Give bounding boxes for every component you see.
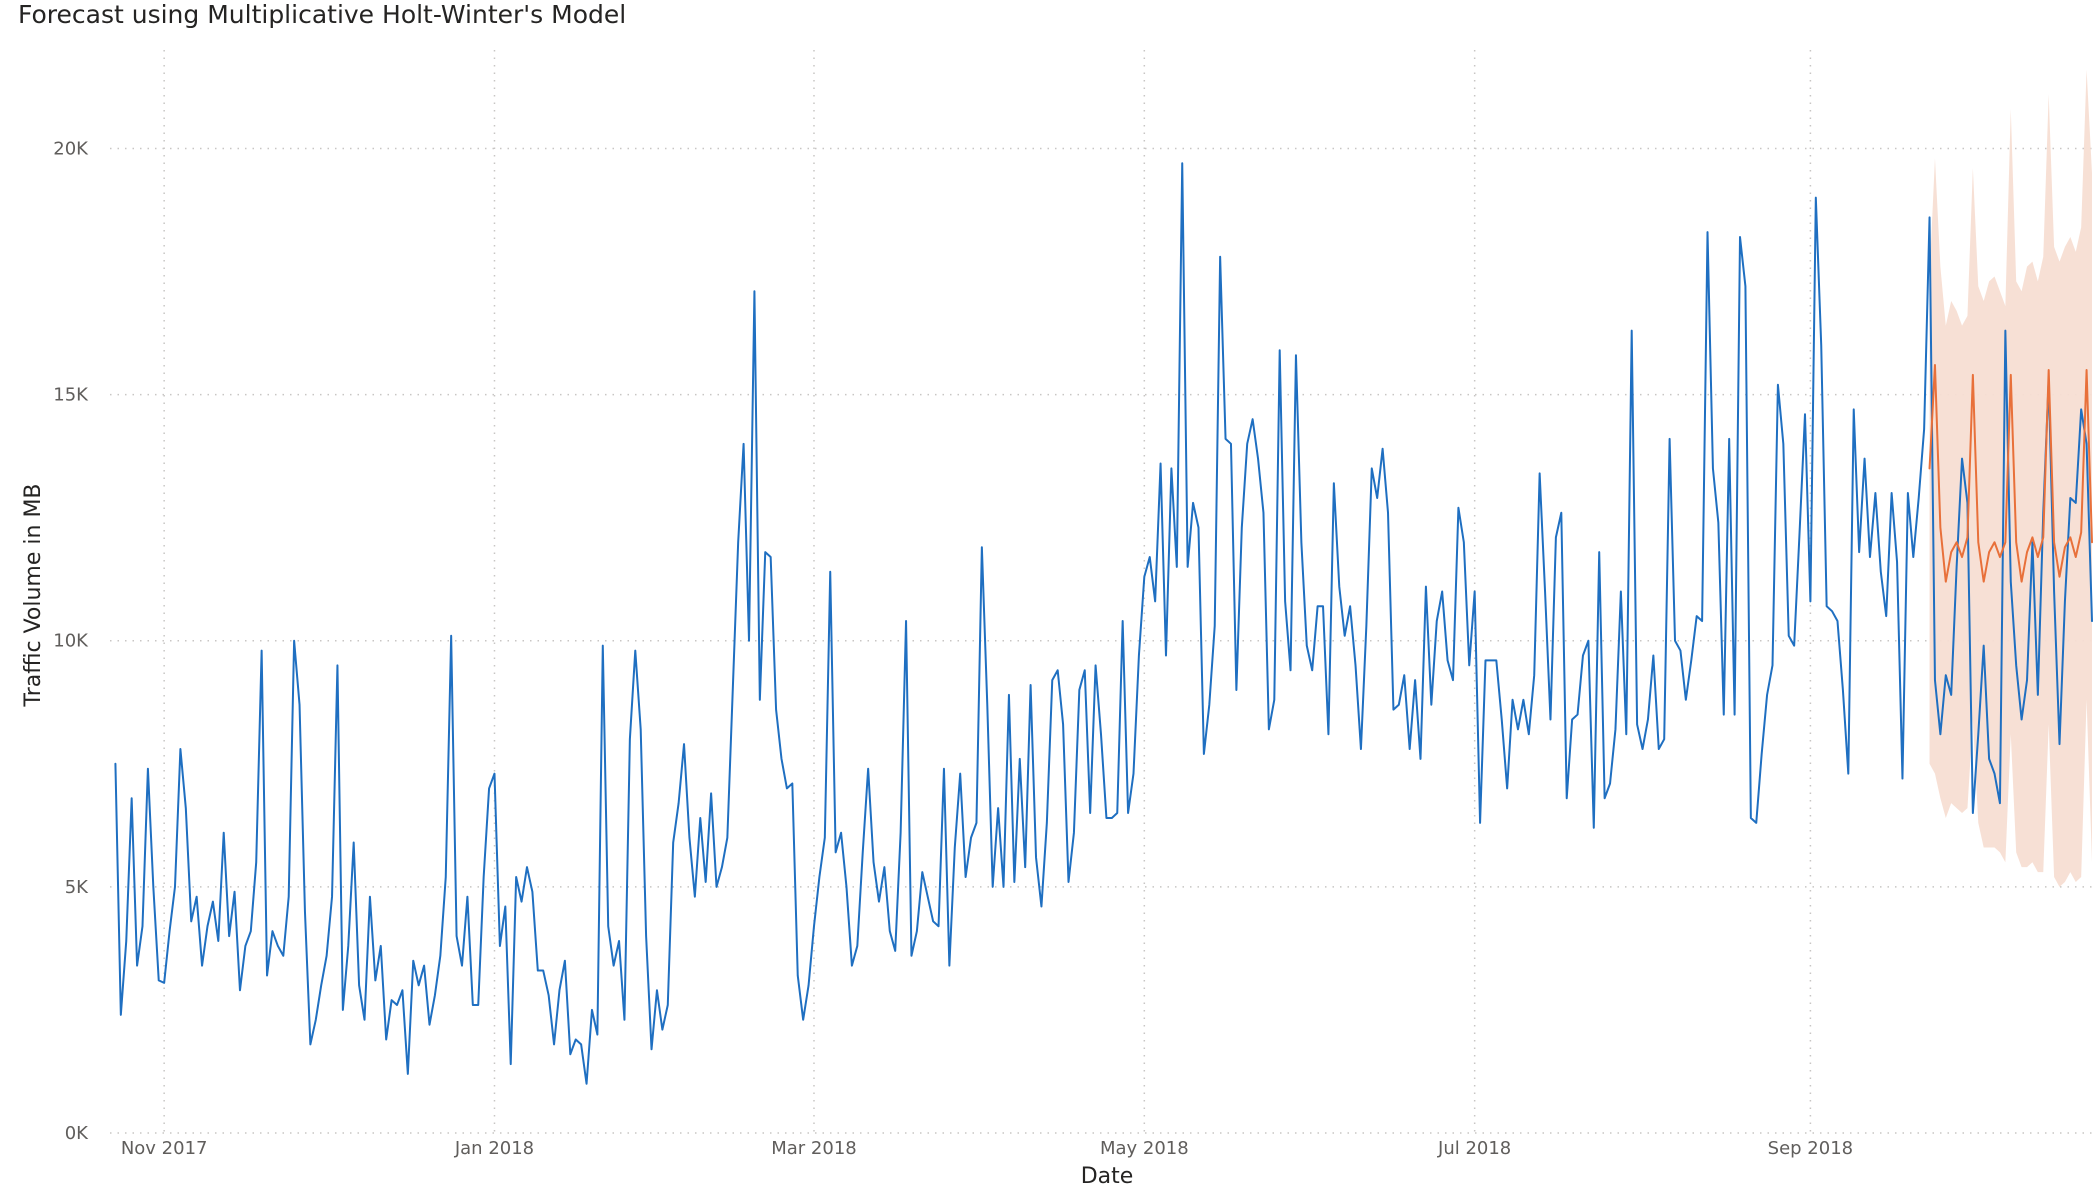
y-tick-label: 10K [53,631,89,652]
series-lines [114,162,2093,1085]
x-tick-label: Sep 2018 [1768,1138,1853,1159]
x-tick-label: Nov 2017 [121,1138,208,1159]
y-tick-label: 5K [65,877,89,898]
forecast-line [1928,364,2093,583]
confidence-band [1929,69,2092,887]
x-axis-title: Date [1081,1164,1134,1189]
x-tick-label: Jul 2018 [1437,1138,1511,1159]
x-tick-label: May 2018 [1100,1138,1189,1159]
y-tick-label: 0K [65,1123,89,1144]
x-tick-label: Jan 2018 [454,1138,534,1159]
actual-traffic-line [114,162,2093,1085]
y-tick-label: 15K [53,385,89,406]
chart-title: Forecast using Multiplicative Holt-Winte… [18,0,627,29]
x-tick-label: Mar 2018 [771,1138,857,1159]
forecast-confidence-band [1929,69,2092,887]
y-axis-title: Traffic Volume in MB [21,483,46,707]
gridlines [110,50,2092,1134]
tick-labels: 0K 5K 10K 15K 20K Nov 2017 Jan 2018 Mar 2018 May… [53,138,1853,1159]
y-tick-label: 20K [53,138,89,159]
